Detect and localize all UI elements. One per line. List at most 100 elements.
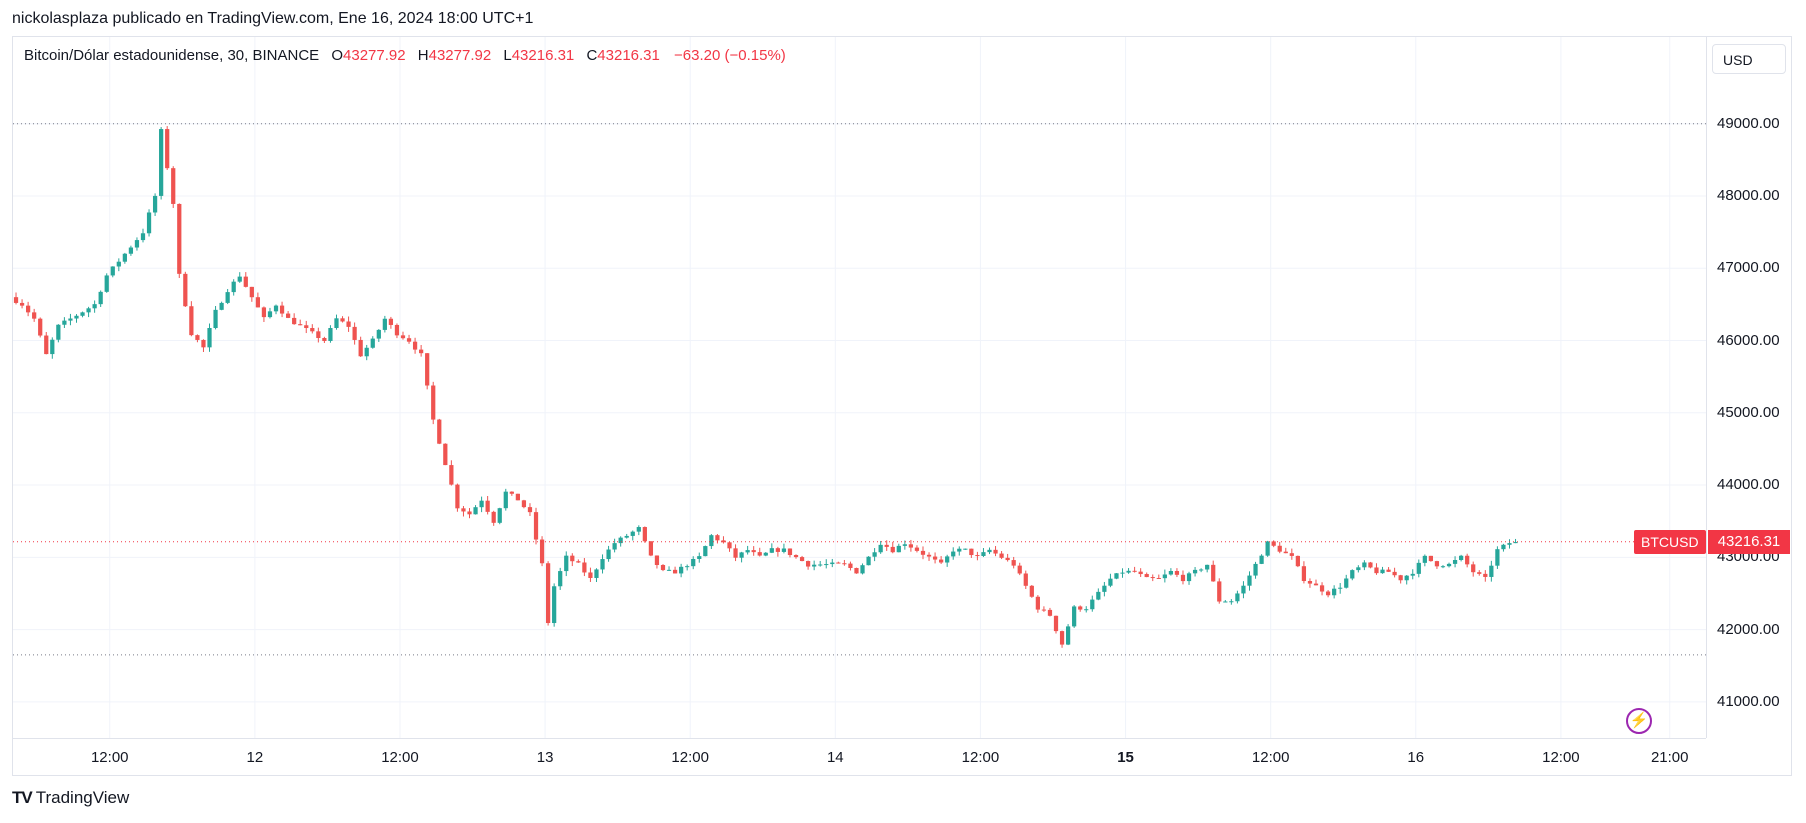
candle-body	[521, 500, 527, 508]
candle-body	[201, 339, 206, 348]
candle-body	[848, 563, 853, 568]
candle-body	[612, 543, 617, 550]
candle-body	[1483, 573, 1488, 577]
candle-body	[624, 535, 629, 538]
currency-button[interactable]: USD	[1712, 44, 1786, 74]
candle-body	[939, 559, 944, 563]
candle-body	[709, 535, 714, 547]
candle-body	[842, 563, 847, 565]
candle-body	[503, 491, 508, 509]
candle-body	[1156, 577, 1161, 579]
candle-body	[352, 326, 357, 340]
candle-body	[1428, 555, 1434, 562]
lightning-bolt-icon[interactable]: ⚡	[1626, 708, 1652, 734]
candle-body	[890, 546, 895, 553]
candle-body	[812, 564, 817, 567]
price-tick-label: 41000.00	[1717, 692, 1780, 710]
candle-body	[1059, 631, 1065, 645]
candle-body	[140, 233, 146, 241]
candle-body	[1422, 555, 1427, 563]
candle-body	[1362, 562, 1367, 568]
candle-body	[74, 315, 79, 319]
candle-body	[1295, 555, 1300, 567]
candle-body	[13, 297, 19, 303]
candle-body	[1162, 574, 1167, 579]
candle-body	[1235, 593, 1240, 602]
candle-body	[310, 328, 315, 332]
candle-body	[1180, 574, 1186, 582]
candle-body	[787, 548, 793, 556]
candle-body	[1168, 571, 1174, 575]
time-scale[interactable]	[13, 738, 1706, 776]
candle-body	[1211, 564, 1216, 582]
candle-body	[1084, 609, 1089, 611]
candle-body	[1217, 581, 1222, 602]
candle-body	[999, 553, 1004, 558]
candle-body	[697, 556, 702, 559]
candle-body	[255, 297, 260, 308]
candle-body	[231, 281, 236, 293]
candle-body	[715, 535, 720, 541]
time-tick-label: 12:00	[381, 749, 419, 766]
price-tick-label: 49000.00	[1717, 114, 1780, 132]
candle-body	[62, 320, 67, 325]
candle-body	[1090, 599, 1095, 610]
candle-body	[594, 569, 599, 578]
candle-body	[1192, 569, 1198, 574]
candle-body	[1446, 563, 1452, 567]
legend-low-value: 43216.31	[511, 47, 575, 64]
candle-body	[588, 572, 593, 578]
candle-body	[98, 291, 103, 305]
candle-body	[1078, 606, 1083, 610]
candle-body	[691, 558, 696, 567]
price-tick-label: 45000.00	[1717, 403, 1780, 421]
candle-body	[304, 325, 309, 329]
candle-body	[183, 273, 188, 307]
candle-body	[1035, 596, 1040, 610]
candle-body	[636, 527, 641, 532]
candle-body	[1338, 587, 1343, 589]
price-chart[interactable]	[13, 37, 1706, 738]
candle-body	[128, 247, 134, 254]
chart-frame	[12, 36, 1792, 776]
candle-body	[449, 465, 454, 485]
candle-body	[68, 318, 73, 321]
candle-body	[1477, 572, 1482, 574]
price-scale[interactable]: 41000.00 42000.00 43000.00 44000.00 45000.00…	[1706, 37, 1792, 738]
candle-body	[878, 544, 883, 553]
candle-body	[86, 308, 91, 313]
candle-body	[618, 537, 623, 544]
time-tick-label: 12:00	[1542, 749, 1580, 766]
candle-body	[44, 335, 49, 355]
candle-body	[400, 335, 406, 339]
candle-body	[437, 419, 442, 444]
candle-body	[963, 548, 968, 550]
candle-body	[763, 552, 768, 556]
candle-body	[189, 306, 194, 336]
candle-body	[1047, 609, 1053, 616]
candle-body	[582, 562, 587, 573]
candle-body	[818, 564, 823, 566]
tradingview-brand[interactable]: TV TradingView	[12, 788, 129, 808]
time-tick-label: 12:00	[90, 749, 129, 766]
candle-body	[50, 339, 55, 355]
candle-body	[1259, 555, 1264, 564]
candle-body	[273, 305, 279, 312]
candle-body	[1271, 541, 1276, 546]
candle-body	[1507, 543, 1512, 545]
candle-body	[945, 556, 950, 563]
candle-body	[261, 307, 267, 318]
candle-body	[805, 561, 811, 567]
price-tick-label: 46000.00	[1717, 331, 1780, 349]
time-tick-label: 12:00	[671, 749, 709, 766]
candle-body	[1041, 609, 1047, 611]
candle-body	[1386, 569, 1391, 572]
candle-body	[382, 318, 387, 330]
candle-body	[152, 195, 158, 213]
candle-body	[237, 276, 242, 282]
candle-body	[872, 552, 877, 557]
candle-body	[1404, 575, 1409, 581]
legend-close-label: C	[586, 47, 598, 64]
candle-body	[1325, 591, 1331, 596]
candle-body	[884, 544, 889, 547]
